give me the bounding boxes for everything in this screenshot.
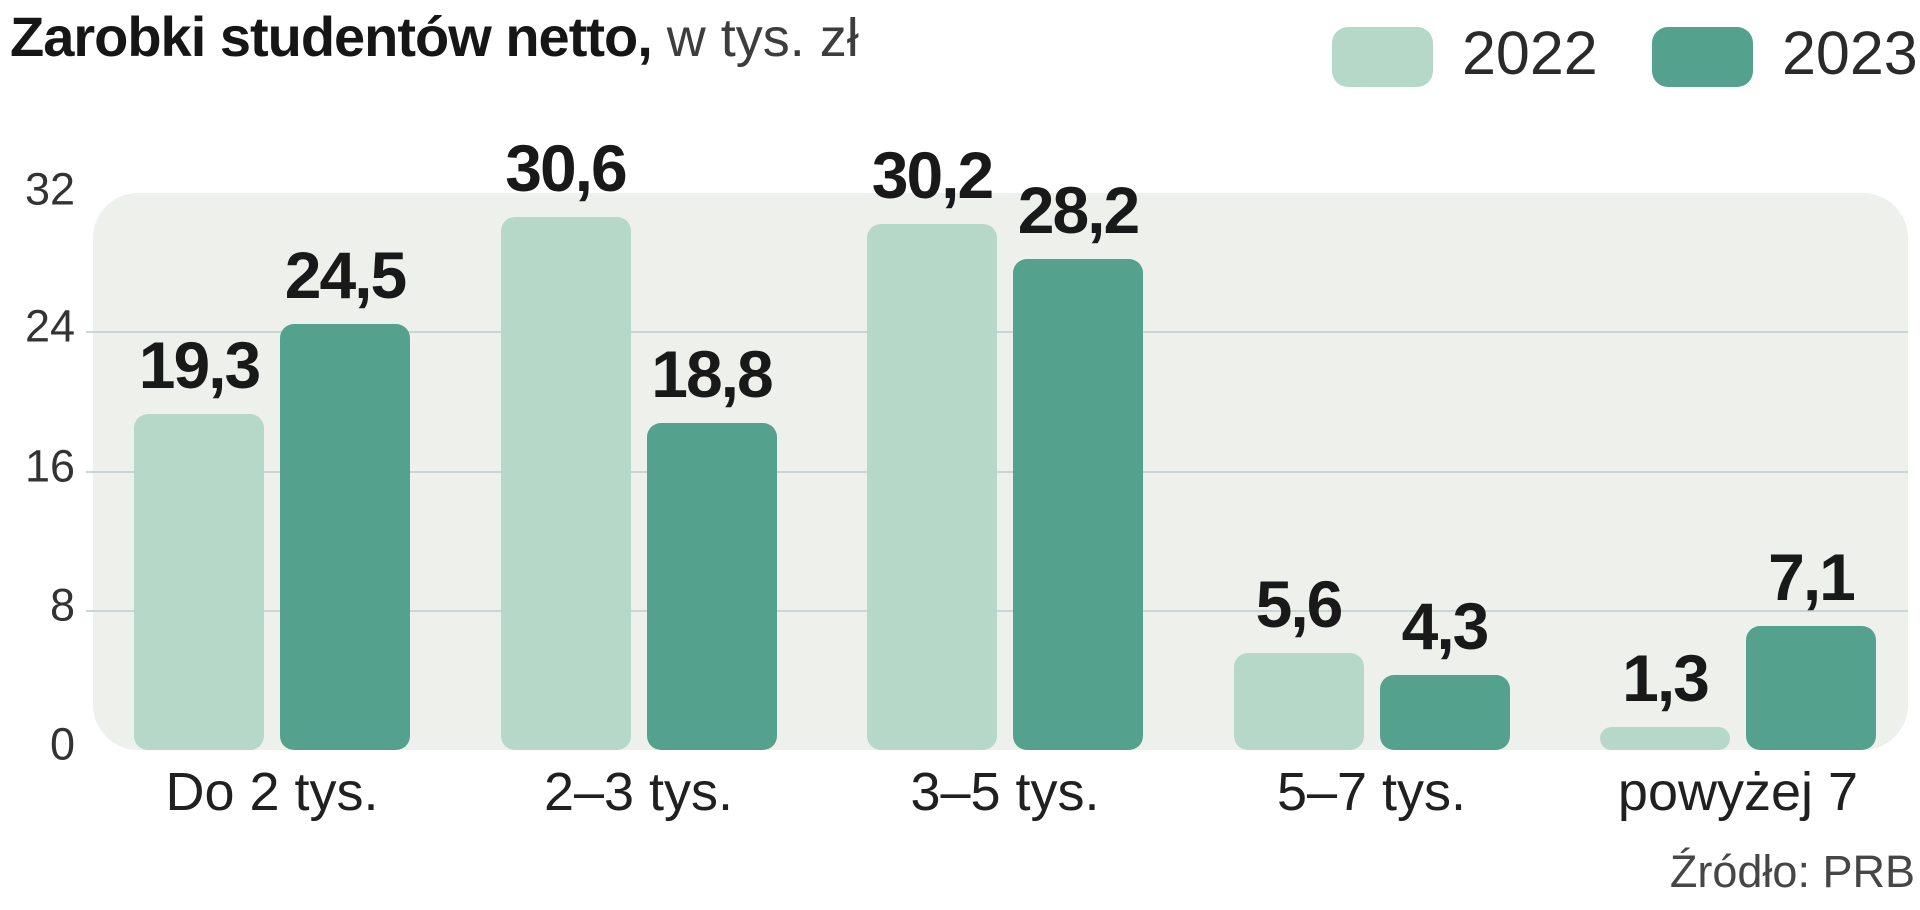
value-label-2023-1: 18,8	[651, 336, 773, 411]
value-label-2022-1: 30,6	[505, 131, 627, 206]
bar-2022-0	[134, 414, 264, 750]
y-axis-tick-0: 0	[49, 718, 75, 770]
y-axis-tick-16: 16	[24, 440, 75, 491]
chart-title-unit: w tys. zł	[651, 8, 859, 68]
bar-2023-2	[1013, 259, 1143, 750]
x-category-1: 2–3 tys.	[543, 762, 734, 822]
value-label-2023-4: 7,1	[1768, 540, 1856, 615]
x-category-4: powyżej 7	[1617, 762, 1859, 822]
legend-swatch-2023	[1652, 27, 1753, 87]
legend-swatch-2022	[1332, 27, 1433, 87]
source-note: Źródło: PRB	[1669, 846, 1915, 897]
y-axis-tick-8: 8	[49, 579, 75, 631]
value-label-2022-4: 1,3	[1622, 641, 1710, 716]
bar-2023-0	[280, 323, 410, 750]
x-category-3: 5–7 tys.	[1276, 762, 1467, 822]
chart-title-bold: Zarobki studentów netto,	[10, 5, 653, 68]
value-label-2022-3: 5,6	[1255, 566, 1344, 641]
bar-2022-4	[1600, 727, 1730, 750]
bar-2023-4	[1746, 626, 1876, 750]
legend-label-2023: 2023	[1782, 19, 1918, 87]
value-label-2023-0: 24,5	[284, 237, 407, 312]
value-label-2023-3: 4,3	[1401, 589, 1490, 664]
gridline-8	[86, 609, 1908, 612]
y-axis-tick-24: 24	[24, 300, 75, 352]
value-label-2022-2: 30,2	[871, 138, 994, 213]
x-category-2: 3–5 tys.	[910, 762, 1100, 822]
gridline-24	[86, 331, 1908, 334]
gridline-16	[86, 470, 1908, 473]
chart-title: Zarobki studentów netto, w tys. zł	[10, 4, 859, 69]
bar-2023-1	[646, 422, 777, 750]
bar-2022-3	[1233, 652, 1364, 750]
bar-2022-1	[500, 217, 631, 750]
y-axis-tick-32: 32	[24, 163, 75, 215]
value-label-2023-2: 28,2	[1017, 173, 1140, 248]
legend-label-2022: 2022	[1462, 19, 1598, 87]
bar-2023-3	[1379, 675, 1510, 750]
bar-2022-2	[867, 224, 997, 750]
value-label-2022-0: 19,3	[138, 328, 261, 403]
x-category-0: Do 2 tys.	[165, 762, 379, 822]
